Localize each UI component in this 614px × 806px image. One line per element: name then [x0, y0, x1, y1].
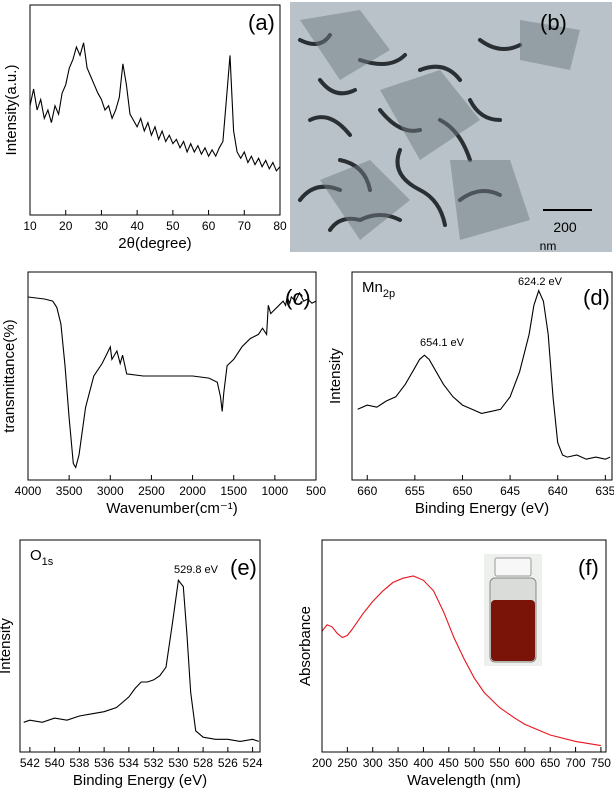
y-axis-label: Intensity [0, 618, 14, 674]
data-line [27, 291, 317, 469]
x-tick-label: 640 [548, 484, 568, 498]
x-tick-label: 500 [306, 484, 326, 498]
axes-frame [29, 4, 281, 216]
x-tick-label: 70 [238, 219, 252, 233]
x-tick-label: 2000 [179, 484, 206, 498]
tem-sheets [300, 10, 580, 240]
x-tick-label: 530 [168, 756, 188, 770]
axes-frame [19, 539, 261, 753]
x-tick-label: 650 [452, 484, 472, 498]
axes-frame [27, 271, 317, 481]
x-tick-label: 1000 [262, 484, 289, 498]
x-tick-label: 655 [405, 484, 425, 498]
axes-frame [351, 271, 613, 481]
x-tick-label: 550 [489, 756, 509, 770]
x-axis-label: Wavelength (nm) [407, 772, 521, 789]
x-tick-label: 200 [312, 756, 332, 770]
x-tick-label: 635 [595, 484, 614, 498]
element-symbol: Mn [362, 279, 383, 296]
x-tick-label: 450 [439, 756, 459, 770]
element-orbital: 2p [383, 288, 395, 300]
element-label: O1s [30, 547, 54, 568]
x-tick-label: 524 [243, 756, 263, 770]
x-tick-label: 542 [20, 756, 40, 770]
x-tick-label: 534 [119, 756, 139, 770]
x-tick-label: 10 [23, 219, 37, 233]
vial-inset [484, 554, 542, 666]
x-tick-label: 2500 [138, 484, 165, 498]
x-tick-label: 4000 [15, 484, 42, 498]
x-tick-label: 750 [591, 756, 611, 770]
panel-label: (f) [578, 555, 599, 580]
x-tick-label: 250 [337, 756, 357, 770]
x-tick-label: 400 [413, 756, 433, 770]
x-tick-label: 50 [166, 219, 180, 233]
x-tick-label: 20 [59, 219, 73, 233]
y-axis-label: Intensity(a.u.) [3, 65, 20, 156]
scale-value: 200 [553, 219, 577, 235]
element-symbol: O [30, 547, 42, 564]
peak-annotation: 624.2 eV [518, 276, 563, 288]
x-axis-label: Binding Energy (eV) [73, 772, 207, 789]
x-tick-label: 600 [515, 756, 535, 770]
x-tick-label: 500 [464, 756, 484, 770]
panel-label: (b) [540, 10, 567, 35]
x-tick-label: 350 [388, 756, 408, 770]
panel-label: (c) [285, 285, 311, 310]
x-axis-label: Binding Energy (eV) [415, 500, 549, 517]
x-tick-label: 536 [94, 756, 114, 770]
x-tick-label: 60 [202, 219, 216, 233]
panel-label: (d) [583, 285, 610, 310]
x-axis-label: 2θ(degree) [118, 235, 191, 252]
x-tick-label: 660 [357, 484, 377, 498]
y-axis-label: Intensity [327, 348, 344, 404]
data-line [357, 289, 611, 460]
x-tick-label: 30 [95, 219, 109, 233]
x-tick-label: 40 [130, 219, 144, 233]
x-tick-label: 532 [144, 756, 164, 770]
tem-image: 200 nm (b) [290, 2, 612, 253]
x-tick-label: 3500 [56, 484, 83, 498]
x-axis-label: Wavenumber(cm⁻¹) [106, 500, 238, 517]
panel-label: (e) [230, 555, 257, 580]
y-axis-label: transmittance(%) [1, 319, 18, 432]
scale-unit: nm [540, 239, 557, 253]
x-tick-label: 650 [540, 756, 560, 770]
x-tick-label: 526 [218, 756, 238, 770]
peak-annotation: 529.8 eV [174, 564, 219, 576]
x-tick-label: 540 [45, 756, 65, 770]
x-tick-label: 645 [500, 484, 520, 498]
panel-label: (a) [248, 10, 275, 35]
x-tick-label: 1500 [220, 484, 247, 498]
x-tick-label: 3000 [97, 484, 124, 498]
data-line [29, 42, 281, 172]
element-label: Mn2p [362, 279, 395, 300]
x-tick-label: 538 [69, 756, 89, 770]
x-tick-label: 80 [273, 219, 287, 233]
data-line [321, 575, 601, 747]
x-tick-label: 528 [193, 756, 213, 770]
data-line [23, 578, 259, 742]
axes-frame [321, 539, 607, 753]
vial-liquid [491, 600, 535, 661]
element-orbital: 1s [42, 556, 54, 568]
x-tick-label: 300 [363, 756, 383, 770]
vial-cap [494, 557, 532, 577]
peak-annotation: 654.1 eV [420, 337, 465, 349]
y-axis-label: Absorbance [297, 606, 314, 686]
x-tick-label: 700 [566, 756, 586, 770]
